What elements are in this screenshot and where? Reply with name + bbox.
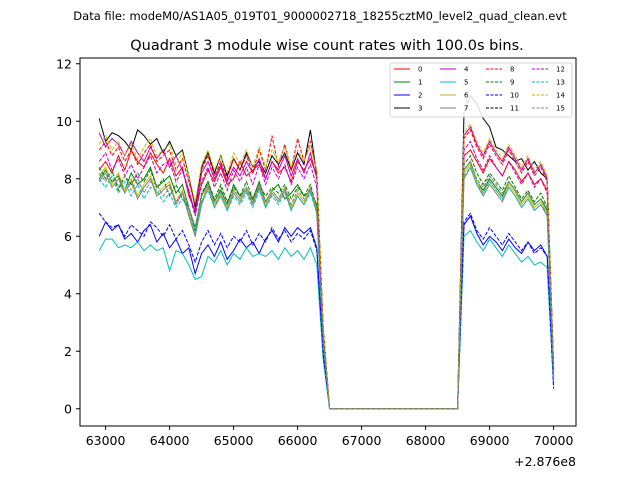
legend-label-1: 1	[418, 79, 422, 87]
legend-label-10: 10	[510, 92, 519, 100]
legend-label-8: 8	[510, 66, 514, 74]
legend: 0 4 8 121 5 9 132 6 10 143 7 11 15	[389, 62, 573, 118]
y-tick-label: 0	[64, 401, 72, 416]
x-axis: 63000 64000 65000 66000 67000 68000 69000 70000	[86, 426, 574, 448]
series-line-13	[98, 166, 555, 410]
x-tick-label: 68000	[406, 433, 446, 448]
chart-suptitle: Data file: modeM0/AS1A05_019T01_90000027…	[73, 9, 567, 23]
legend-label-15: 15	[556, 105, 565, 113]
x-tick-label: 67000	[342, 433, 382, 448]
legend-label-0: 0	[418, 66, 422, 74]
legend-label-11: 11	[510, 105, 519, 113]
axes-border	[79, 57, 577, 427]
series-line-3	[98, 94, 555, 410]
x-tick-label: 70000	[534, 433, 574, 448]
series-line-10	[98, 212, 555, 410]
series-line-14	[98, 123, 555, 410]
x-offset-label: +2.876e8	[514, 454, 576, 469]
legend-label-3: 3	[418, 105, 422, 113]
y-tick-label: 6	[64, 229, 72, 244]
legend-label-9: 9	[510, 79, 514, 87]
y-tick-label: 12	[56, 56, 72, 71]
legend-label-4: 4	[464, 66, 469, 74]
legend-label-12: 12	[556, 66, 565, 74]
y-tick-label: 10	[56, 114, 72, 129]
plot-area	[98, 94, 555, 410]
x-tick-label: 66000	[278, 433, 318, 448]
legend-label-7: 7	[464, 105, 468, 113]
x-tick-label: 64000	[150, 433, 190, 448]
chart-title: Quadrant 3 module wise count rates with …	[130, 38, 524, 54]
legend-label-5: 5	[464, 79, 468, 87]
legend-label-13: 13	[556, 79, 565, 87]
series-line-8	[98, 128, 555, 410]
y-tick-label: 8	[64, 171, 72, 186]
x-tick-label: 65000	[214, 433, 254, 448]
legend-label-6: 6	[464, 92, 469, 100]
series-line-15	[98, 160, 555, 410]
axes-frame	[79, 57, 577, 427]
legend-label-2: 2	[418, 92, 422, 100]
x-tick-label: 69000	[470, 433, 510, 448]
y-axis: 0 2 4 6 8 10 12	[56, 56, 80, 416]
y-tick-label: 2	[64, 344, 72, 359]
legend-box	[389, 62, 573, 118]
y-tick-label: 4	[64, 286, 72, 301]
x-tick-label: 63000	[86, 433, 126, 448]
legend-label-14: 14	[556, 92, 565, 100]
